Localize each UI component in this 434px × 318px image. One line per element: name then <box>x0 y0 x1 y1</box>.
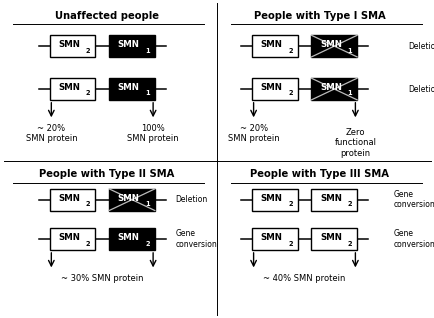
Text: 2: 2 <box>287 48 292 53</box>
Text: 100%
SMN protein: 100% SMN protein <box>127 124 178 143</box>
Text: SMN: SMN <box>58 233 80 242</box>
Text: Gene
conversion: Gene conversion <box>392 190 434 210</box>
Text: People with Type III SMA: People with Type III SMA <box>250 169 388 179</box>
Text: SMN: SMN <box>117 194 139 203</box>
Text: SMN: SMN <box>260 40 282 49</box>
Text: 2: 2 <box>85 91 90 96</box>
Text: SMN: SMN <box>319 194 341 203</box>
Text: People with Type I SMA: People with Type I SMA <box>253 11 385 21</box>
Bar <box>251 78 297 100</box>
Bar <box>251 189 297 211</box>
Text: SMN: SMN <box>319 83 341 92</box>
Text: 2: 2 <box>347 201 352 207</box>
Bar <box>251 35 297 57</box>
Text: SMN: SMN <box>58 194 80 203</box>
Text: 2: 2 <box>287 91 292 96</box>
Bar <box>109 228 155 250</box>
Text: Deletion: Deletion <box>175 195 207 204</box>
Text: Deletion: Deletion <box>407 85 434 93</box>
Text: Deletion: Deletion <box>407 42 434 51</box>
Text: SMN: SMN <box>117 233 139 242</box>
Text: Gene
conversion: Gene conversion <box>175 229 217 249</box>
Text: Zero
functional
protein: Zero functional protein <box>334 128 375 158</box>
Text: SMN: SMN <box>319 40 341 49</box>
Text: 2: 2 <box>145 241 150 246</box>
Text: ~ 30% SMN protein: ~ 30% SMN protein <box>61 274 143 283</box>
Bar <box>49 35 95 57</box>
Bar <box>311 189 356 211</box>
Bar <box>311 78 356 100</box>
Text: ~ 20%
SMN protein: ~ 20% SMN protein <box>26 124 77 143</box>
Text: ~ 40% SMN protein: ~ 40% SMN protein <box>263 274 345 283</box>
Text: SMN: SMN <box>260 194 282 203</box>
Text: People with Type II SMA: People with Type II SMA <box>39 169 174 179</box>
Bar <box>49 189 95 211</box>
Text: 1: 1 <box>145 91 150 96</box>
Bar <box>49 78 95 100</box>
Text: Unaffected people: Unaffected people <box>54 11 158 21</box>
Text: 2: 2 <box>347 241 352 246</box>
Text: 2: 2 <box>85 201 90 207</box>
Text: 1: 1 <box>347 91 352 96</box>
Text: SMN: SMN <box>260 233 282 242</box>
Text: SMN: SMN <box>117 40 139 49</box>
Bar <box>109 189 155 211</box>
Bar <box>109 78 155 100</box>
Bar <box>49 228 95 250</box>
Text: 2: 2 <box>85 48 90 53</box>
Bar <box>311 228 356 250</box>
Text: 1: 1 <box>347 48 352 53</box>
Text: ~ 20%
SMN protein: ~ 20% SMN protein <box>227 124 279 143</box>
Bar <box>251 228 297 250</box>
Text: SMN: SMN <box>319 233 341 242</box>
Text: 2: 2 <box>287 201 292 207</box>
Bar <box>311 35 356 57</box>
Text: SMN: SMN <box>58 40 80 49</box>
Text: 2: 2 <box>287 241 292 246</box>
Text: 1: 1 <box>145 201 150 207</box>
Text: Gene
conversion: Gene conversion <box>392 229 434 249</box>
Text: SMN: SMN <box>117 83 139 92</box>
Text: SMN: SMN <box>260 83 282 92</box>
Text: SMN: SMN <box>58 83 80 92</box>
Text: 2: 2 <box>85 241 90 246</box>
Bar <box>109 35 155 57</box>
Text: 1: 1 <box>145 48 150 53</box>
